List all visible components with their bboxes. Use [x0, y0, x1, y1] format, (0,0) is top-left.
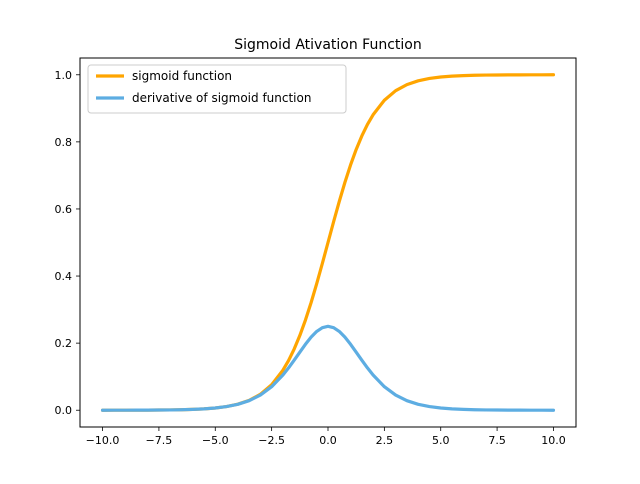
- legend-label: derivative of sigmoid function: [132, 91, 311, 105]
- chart-title: Sigmoid Ativation Function: [234, 37, 421, 53]
- x-tick-label: 7.5: [488, 434, 506, 447]
- y-tick-label: 1.0: [55, 69, 73, 82]
- series-line-1: [100, 324, 556, 412]
- plot-area: [100, 73, 556, 412]
- x-tick-label: 5.0: [432, 434, 450, 447]
- y-axis: 0.0 0.2 0.4 0.6 0.8 1.0: [55, 69, 80, 417]
- y-tick-label: 0.2: [55, 337, 73, 350]
- x-tick-label: 0.0: [319, 434, 337, 447]
- x-axis: −10.0 −7.5 −5.0 −2.5 0.0 2.5 5.0 7.5 10.0: [86, 427, 566, 447]
- x-tick-label: −10.0: [86, 434, 120, 447]
- x-tick-label: 10.0: [541, 434, 566, 447]
- x-tick-label: 2.5: [376, 434, 394, 447]
- plot-frame: [79, 57, 577, 428]
- y-tick-label: 0.0: [55, 404, 73, 417]
- legend-box: [87, 64, 347, 114]
- series-line-0: [100, 73, 556, 412]
- x-tick-label: −2.5: [258, 434, 285, 447]
- legend: sigmoid function derivative of sigmoid fu…: [87, 64, 347, 114]
- y-tick-label: 0.6: [55, 203, 73, 216]
- y-tick-label: 0.8: [55, 136, 73, 149]
- y-tick-label: 0.4: [55, 270, 73, 283]
- x-tick-label: −7.5: [146, 434, 173, 447]
- x-tick-label: −5.0: [202, 434, 229, 447]
- legend-label: sigmoid function: [132, 69, 232, 83]
